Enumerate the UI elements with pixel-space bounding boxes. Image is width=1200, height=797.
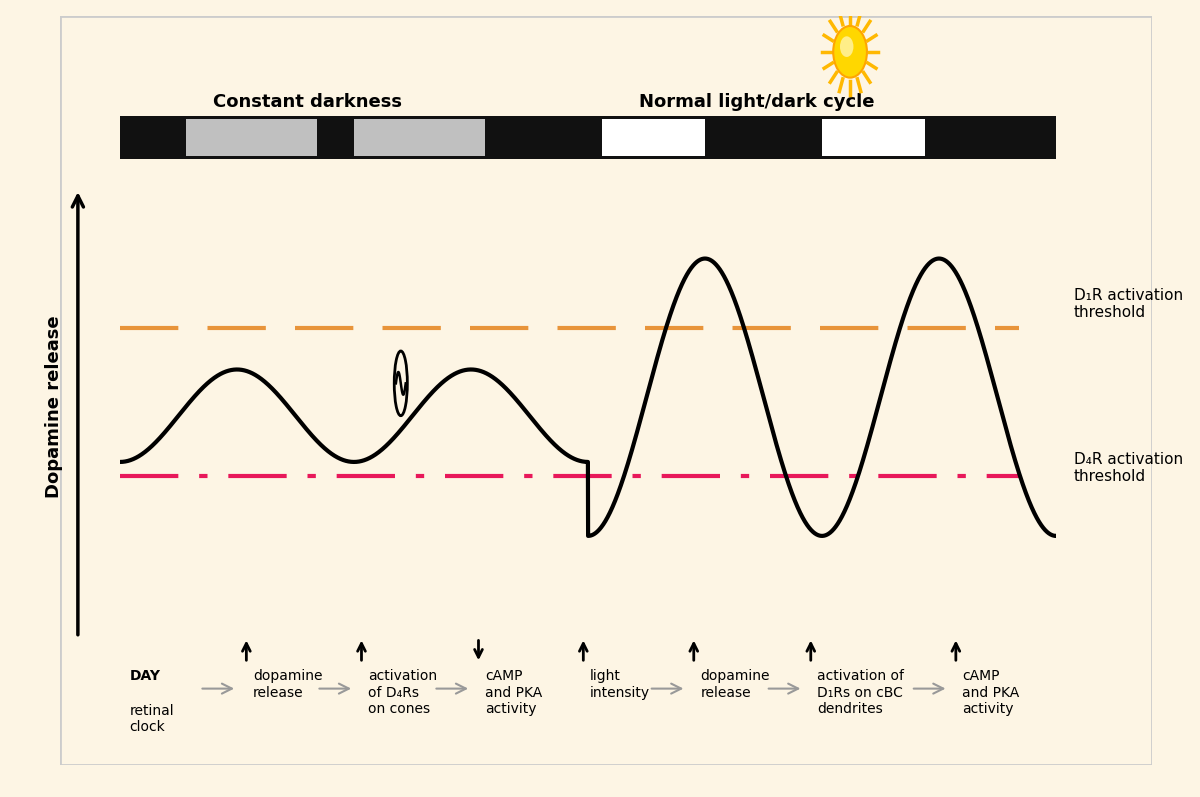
Text: retinal
clock: retinal clock <box>130 704 174 734</box>
Text: cAMP
and PKA
activity: cAMP and PKA activity <box>485 669 542 716</box>
Text: cAMP
and PKA
activity: cAMP and PKA activity <box>962 669 1020 716</box>
Text: D₄R activation
threshold: D₄R activation threshold <box>1074 452 1183 484</box>
Circle shape <box>840 37 853 57</box>
Text: activation
of D₄Rs
on cones: activation of D₄Rs on cones <box>368 669 437 716</box>
Text: D₁R activation
threshold: D₁R activation threshold <box>1074 288 1183 320</box>
Text: Constant darkness: Constant darkness <box>212 92 402 111</box>
Text: DAY: DAY <box>130 669 161 684</box>
Bar <box>602 119 706 156</box>
Bar <box>822 119 925 156</box>
Text: activation of
D₁Rs on cBC
dendrites: activation of D₁Rs on cBC dendrites <box>817 669 905 716</box>
Text: dopamine
release: dopamine release <box>253 669 323 700</box>
Bar <box>186 119 317 156</box>
Text: Normal light/dark cycle: Normal light/dark cycle <box>638 92 875 111</box>
Circle shape <box>833 26 866 77</box>
Text: light
intensity: light intensity <box>590 669 650 700</box>
Bar <box>354 119 485 156</box>
Text: Dopamine release: Dopamine release <box>46 315 64 498</box>
Text: dopamine
release: dopamine release <box>701 669 770 700</box>
